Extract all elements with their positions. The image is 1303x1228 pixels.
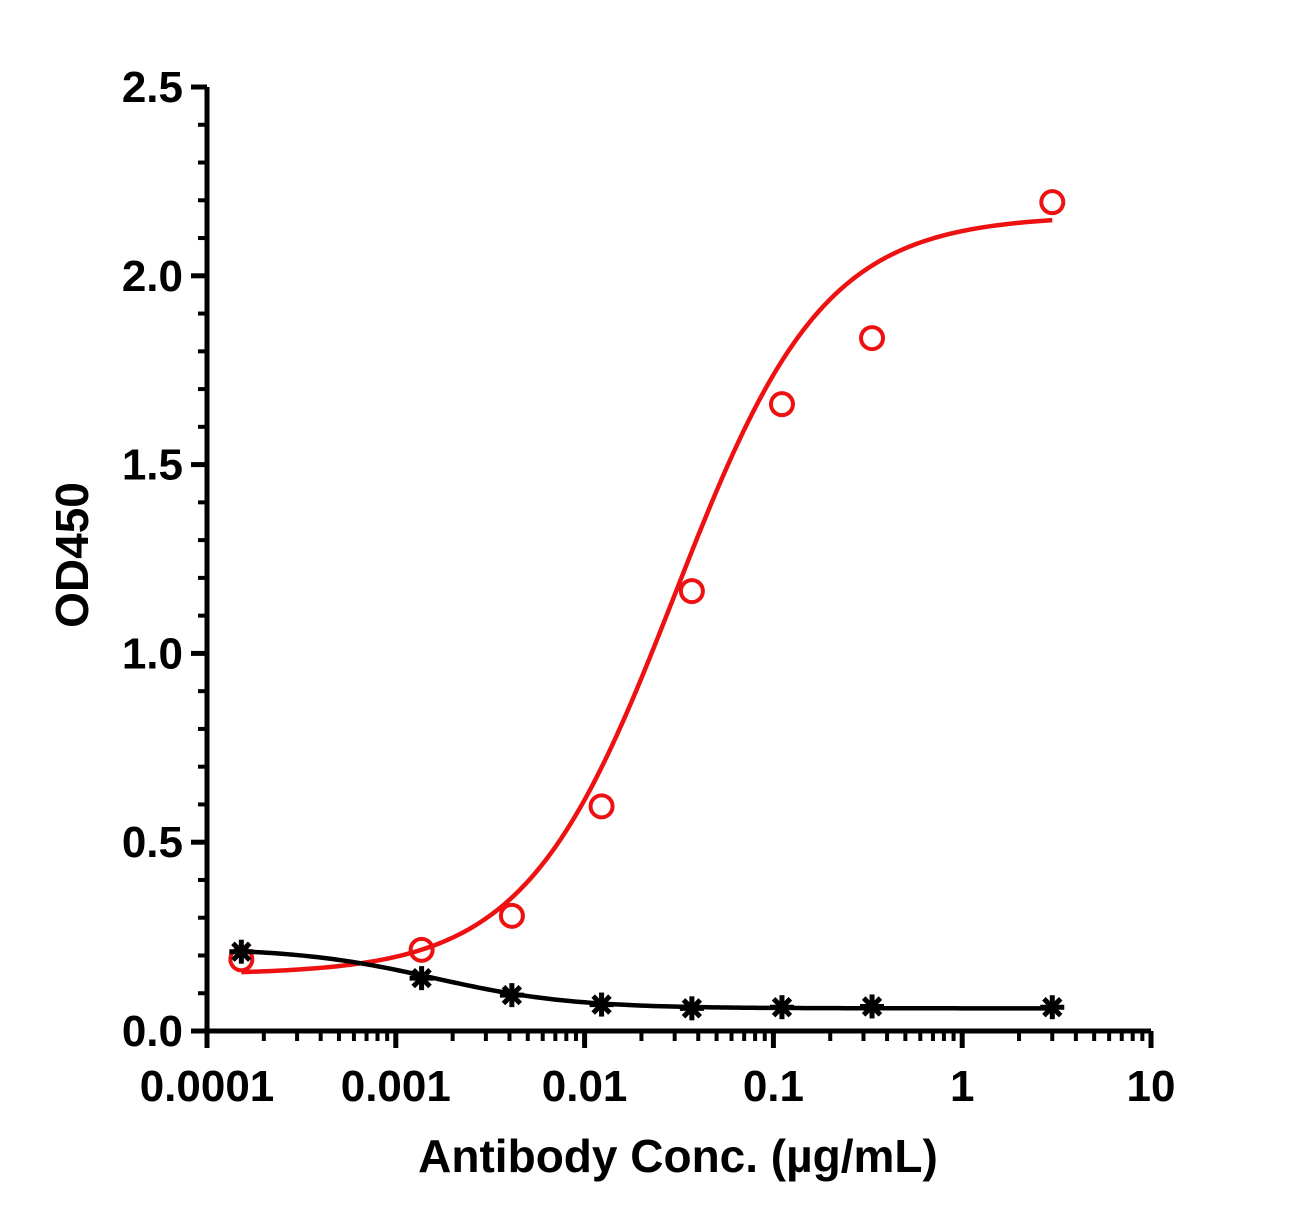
series-1-point [588,793,615,820]
series-1-point [768,391,795,418]
series-2-point [499,983,524,1008]
curves-layer [241,217,1053,1011]
y-tick-label: 0.5 [122,818,183,867]
series-1-point [408,936,435,963]
series-2-fit-curve [241,949,1053,1011]
series-2-point [589,992,614,1017]
series-2-point [769,995,794,1020]
series-2-point [860,994,885,1019]
x-tick-label: 1 [950,1062,974,1111]
series-2-point [679,996,704,1021]
axes-layer [204,87,1151,1034]
y-tick-label: 2.5 [122,63,183,112]
series-2-point [1040,995,1065,1020]
y-tick-label: 2.0 [122,252,183,301]
series-1-point [1039,189,1066,216]
y-axis-title: OD450 [46,482,98,628]
x-tick-label: 0.1 [743,1062,804,1111]
series-2-point [409,966,434,991]
y-tick-label: 1.5 [122,441,183,490]
series-1-fit-curve [241,217,1053,975]
x-tick-label: 0.0001 [140,1062,275,1111]
markers-layer [228,189,1066,1021]
series-1-point [678,578,705,605]
y-tick-label: 0.0 [122,1007,183,1056]
ticks-layer [191,84,1154,1048]
x-tick-label: 0.001 [341,1062,451,1111]
x-tick-label: 10 [1127,1062,1176,1111]
series-1-point [498,902,525,929]
series-1-point [859,325,886,352]
x-tick-label: 0.01 [542,1062,628,1111]
y-tick-label: 1.0 [122,629,183,678]
series-2-point [229,939,254,964]
tick-labels-layer: 0.0 0.5 1.0 1.5 2.0 2.5 0.0001 0.001 0.01 0.1 1 10 [122,63,1176,1111]
x-axis-title: Antibody Conc. (µg/mL) [418,1130,938,1182]
